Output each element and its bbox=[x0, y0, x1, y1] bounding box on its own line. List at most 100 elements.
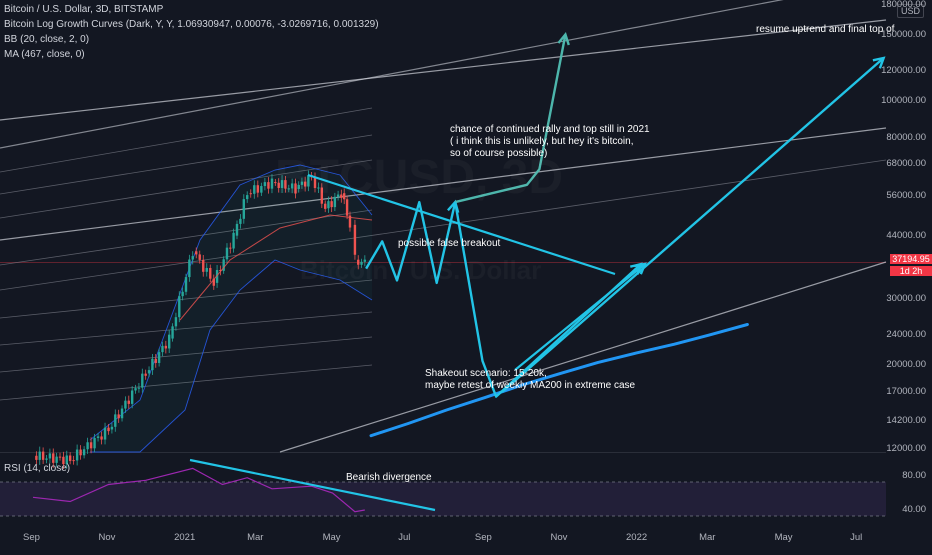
current-price-line bbox=[0, 262, 886, 263]
candle-body-41 bbox=[174, 317, 178, 327]
candle-body-26 bbox=[124, 400, 127, 409]
bb-lower bbox=[90, 259, 373, 453]
rsi-band bbox=[0, 482, 886, 516]
candle-body-88 bbox=[333, 196, 337, 208]
candle-body-97 bbox=[363, 259, 367, 262]
countdown-tag: 1d 2h bbox=[890, 266, 932, 276]
growth-curve-10 bbox=[0, 364, 373, 401]
candle-body-1 bbox=[38, 451, 41, 460]
time-tick-label: Jul bbox=[398, 532, 411, 543]
price-tick-label: 20000.00 bbox=[886, 359, 926, 370]
ma-short-line bbox=[179, 214, 373, 321]
candle-body-66 bbox=[260, 186, 263, 193]
growth-curve-2 bbox=[0, 134, 373, 195]
candle-body-32 bbox=[144, 373, 147, 376]
candle-body-45 bbox=[188, 259, 191, 278]
candle-body-52 bbox=[212, 278, 215, 286]
price-tick-label: 80000.00 bbox=[886, 131, 926, 143]
currency-badge[interactable]: USD bbox=[896, 4, 924, 18]
candle-body-2 bbox=[41, 451, 45, 460]
annotation-divergence: Bearish divergence bbox=[346, 472, 432, 483]
candle-body-10 bbox=[68, 455, 72, 461]
price-tick-label: 100000.00 bbox=[881, 95, 926, 106]
candle-body-94 bbox=[353, 224, 357, 255]
candle-body-48 bbox=[198, 254, 201, 260]
price-tick-label: 14200.00 bbox=[886, 415, 926, 427]
candle-body-13 bbox=[79, 449, 82, 456]
candle-body-61 bbox=[242, 199, 246, 219]
growth-curve-0 bbox=[0, 0, 784, 149]
candle-body-23 bbox=[114, 414, 117, 427]
candle-body-82 bbox=[313, 176, 317, 189]
indicator-growth-curves[interactable]: Bitcoin Log Growth Curves (Dark, Y, Y, 1… bbox=[4, 19, 379, 30]
rsi-tick-label: 40.00 bbox=[902, 504, 926, 515]
candle-body-22 bbox=[110, 426, 114, 430]
indicator-rsi[interactable]: RSI (14, close) bbox=[4, 463, 71, 474]
candle-body-42 bbox=[178, 296, 181, 318]
candle-body-40 bbox=[171, 326, 174, 339]
symbol-title[interactable]: Bitcoin / U.S. Dollar, 3D, BITSTAMP bbox=[4, 4, 164, 15]
candle-body-25 bbox=[120, 408, 124, 419]
rsi-line bbox=[32, 458, 436, 513]
candle-body-6 bbox=[55, 456, 58, 463]
log-growth-curves bbox=[0, 0, 887, 453]
candle-body-95 bbox=[357, 259, 360, 265]
annotation-false-breakout: possible false breakout bbox=[398, 238, 501, 249]
candle-body-75 bbox=[290, 183, 294, 189]
candle-body-46 bbox=[191, 256, 194, 260]
candle-body-90 bbox=[340, 194, 343, 198]
time-tick-label: May bbox=[774, 532, 793, 543]
candle-body-27 bbox=[127, 400, 130, 404]
candle-body-34 bbox=[151, 358, 154, 371]
candle-body-36 bbox=[157, 352, 161, 363]
candle-body-19 bbox=[100, 436, 103, 440]
projection-path-3 bbox=[501, 57, 885, 393]
candle-body-44 bbox=[184, 277, 188, 292]
candles bbox=[35, 170, 367, 470]
price-tick-label: 30000.00 bbox=[886, 292, 926, 304]
candle-body-14 bbox=[82, 449, 86, 456]
price-tick-label: 56000.00 bbox=[886, 190, 926, 202]
growth-curve-6 bbox=[0, 159, 887, 291]
bb-fill bbox=[90, 165, 372, 452]
projection-path-0 bbox=[365, 200, 457, 285]
candle-body-0 bbox=[35, 455, 38, 460]
candle-body-51 bbox=[209, 267, 212, 279]
candle-body-54 bbox=[219, 270, 222, 272]
projection-path-1 bbox=[454, 34, 567, 204]
indicator-ma[interactable]: MA (467, close, 0) bbox=[4, 49, 85, 60]
price-tick-label: 12000.00 bbox=[886, 442, 926, 454]
candle-body-73 bbox=[284, 180, 287, 189]
indicator-bb[interactable]: BB (20, close, 2, 0) bbox=[4, 34, 90, 45]
candle-body-89 bbox=[336, 194, 340, 197]
time-tick-label: Nov bbox=[98, 532, 116, 543]
candle-body-21 bbox=[107, 427, 110, 432]
candle-body-29 bbox=[134, 388, 137, 391]
price-tick-label: 180000.00 bbox=[881, 0, 926, 10]
candle-body-55 bbox=[222, 259, 225, 271]
time-tick-label: Mar bbox=[699, 532, 716, 543]
price-tick-label: 17000.00 bbox=[886, 385, 926, 397]
candle-body-18 bbox=[96, 436, 100, 438]
annotation-rally-2: ( i think this is unlikely, but hey it's… bbox=[450, 136, 634, 147]
growth-curve-1 bbox=[0, 107, 373, 173]
candle-body-5 bbox=[52, 453, 55, 463]
pane-divider bbox=[0, 452, 886, 453]
candle-body-70 bbox=[274, 182, 277, 184]
candle-body-37 bbox=[161, 345, 164, 353]
candle-body-65 bbox=[256, 185, 260, 193]
candle-body-8 bbox=[62, 456, 65, 465]
candle-body-93 bbox=[348, 215, 352, 228]
candle-body-59 bbox=[235, 223, 239, 236]
growth-curve-4 bbox=[0, 127, 887, 241]
candle-body-58 bbox=[232, 232, 235, 249]
rsi-tick-label: 80.00 bbox=[902, 470, 926, 481]
time-tick-label: Nov bbox=[550, 532, 568, 543]
candle-body-63 bbox=[249, 193, 252, 195]
drawings bbox=[307, 32, 886, 398]
candle-body-86 bbox=[327, 201, 330, 209]
time-tick-label: 2021 bbox=[174, 532, 196, 543]
